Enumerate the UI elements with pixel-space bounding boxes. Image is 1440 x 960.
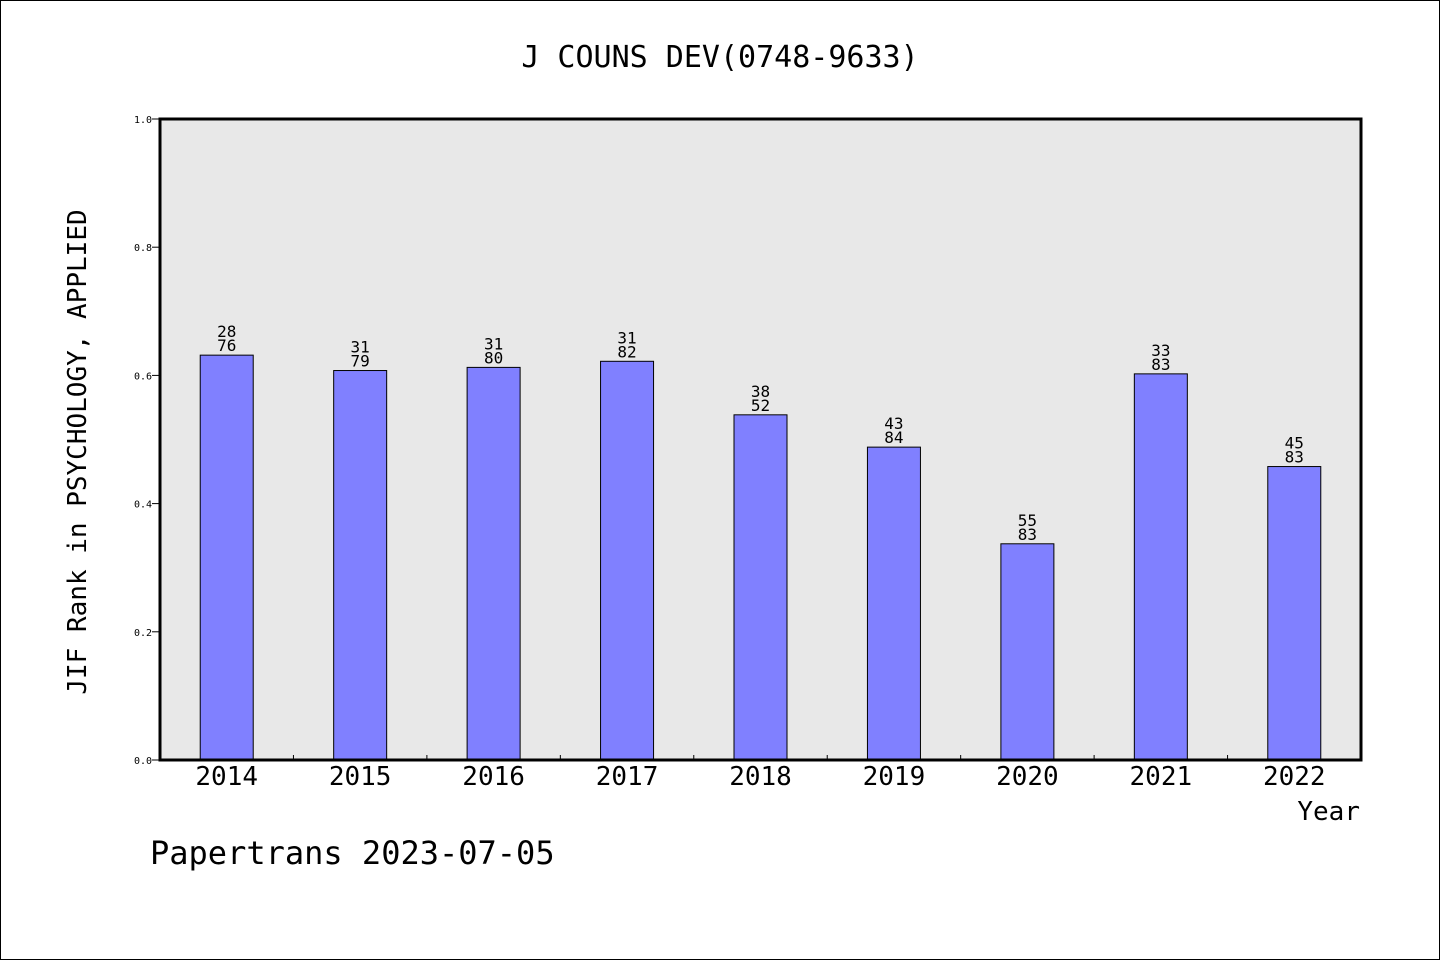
bar-label-top-2020: 55 — [1018, 511, 1037, 530]
bar-label-bottom-2014: 76 — [217, 336, 236, 355]
bar-2022 — [1267, 466, 1322, 761]
x-tick-label-2014: 2014 — [195, 762, 258, 792]
x-tick-label-2021: 2021 — [1130, 762, 1193, 792]
y-axis-ticks: 0.0 0.2 0.4 0.6 0.8 1.0 — [134, 115, 160, 767]
bar-label-bottom-2016: 80 — [484, 348, 503, 367]
footer-text: Papertrans 2023-07-05 — [150, 834, 555, 872]
chart-title: J COUNS DEV(0748-9633) — [521, 40, 918, 75]
bar-2021 — [1133, 373, 1188, 761]
y-tick-label-1.0: 1.0 — [134, 115, 152, 126]
x-tick-label-2017: 2017 — [596, 762, 659, 792]
bar-2017 — [600, 360, 655, 761]
y-tick-label-0.0: 0.0 — [134, 756, 152, 767]
bar-label-bottom-2020: 83 — [1018, 525, 1037, 544]
bar-label-top-2022: 45 — [1285, 434, 1304, 453]
bar-label-bottom-2022: 83 — [1285, 448, 1304, 467]
bar-2014 — [199, 354, 254, 761]
y-tick-label-0.4: 0.4 — [134, 500, 152, 511]
plot-border — [158, 117, 1363, 762]
x-tick-label-2022: 2022 — [1263, 762, 1326, 792]
bar-2020 — [1000, 543, 1055, 761]
bar-2015 — [333, 370, 388, 761]
y-tick-label-0.2: 0.2 — [134, 628, 152, 639]
x-tick-label-2020: 2020 — [996, 762, 1059, 792]
bar-label-top-2019: 43 — [884, 414, 903, 433]
bar-label-top-2018: 38 — [751, 382, 770, 401]
y-axis-label: JIF Rank in PSYCHOLOGY, APPLIED — [63, 209, 93, 694]
x-tick-label-2016: 2016 — [462, 762, 525, 792]
bar-label-bottom-2017: 82 — [617, 342, 636, 361]
bar-label-top-2017: 31 — [617, 328, 636, 347]
bar-label-bottom-2019: 84 — [884, 428, 903, 447]
bar-2016 — [466, 366, 521, 761]
bar-label-bottom-2015: 79 — [351, 352, 370, 371]
bar-label-top-2014: 28 — [217, 322, 236, 341]
y-tick-label-0.8: 0.8 — [134, 243, 152, 254]
bar-2018 — [733, 414, 788, 761]
bar-label-bottom-2018: 52 — [751, 396, 770, 415]
bar-label-top-2015: 31 — [351, 338, 370, 357]
bars-group — [199, 354, 1322, 761]
x-axis-label: Year — [1297, 797, 1360, 827]
x-tick-label-2018: 2018 — [729, 762, 792, 792]
bar-2019 — [866, 446, 921, 761]
bar-label-bottom-2021: 83 — [1151, 355, 1170, 374]
x-tick-label-2019: 2019 — [863, 762, 926, 792]
x-axis-ticks: 2014 2015 2016 2017 2018 2019 2020 2021 2022 — [195, 755, 1326, 792]
y-tick-label-0.6: 0.6 — [134, 371, 152, 382]
bar-label-top-2016: 31 — [484, 334, 503, 353]
x-tick-label-2015: 2015 — [329, 762, 392, 792]
bar-label-top-2021: 33 — [1151, 341, 1170, 360]
